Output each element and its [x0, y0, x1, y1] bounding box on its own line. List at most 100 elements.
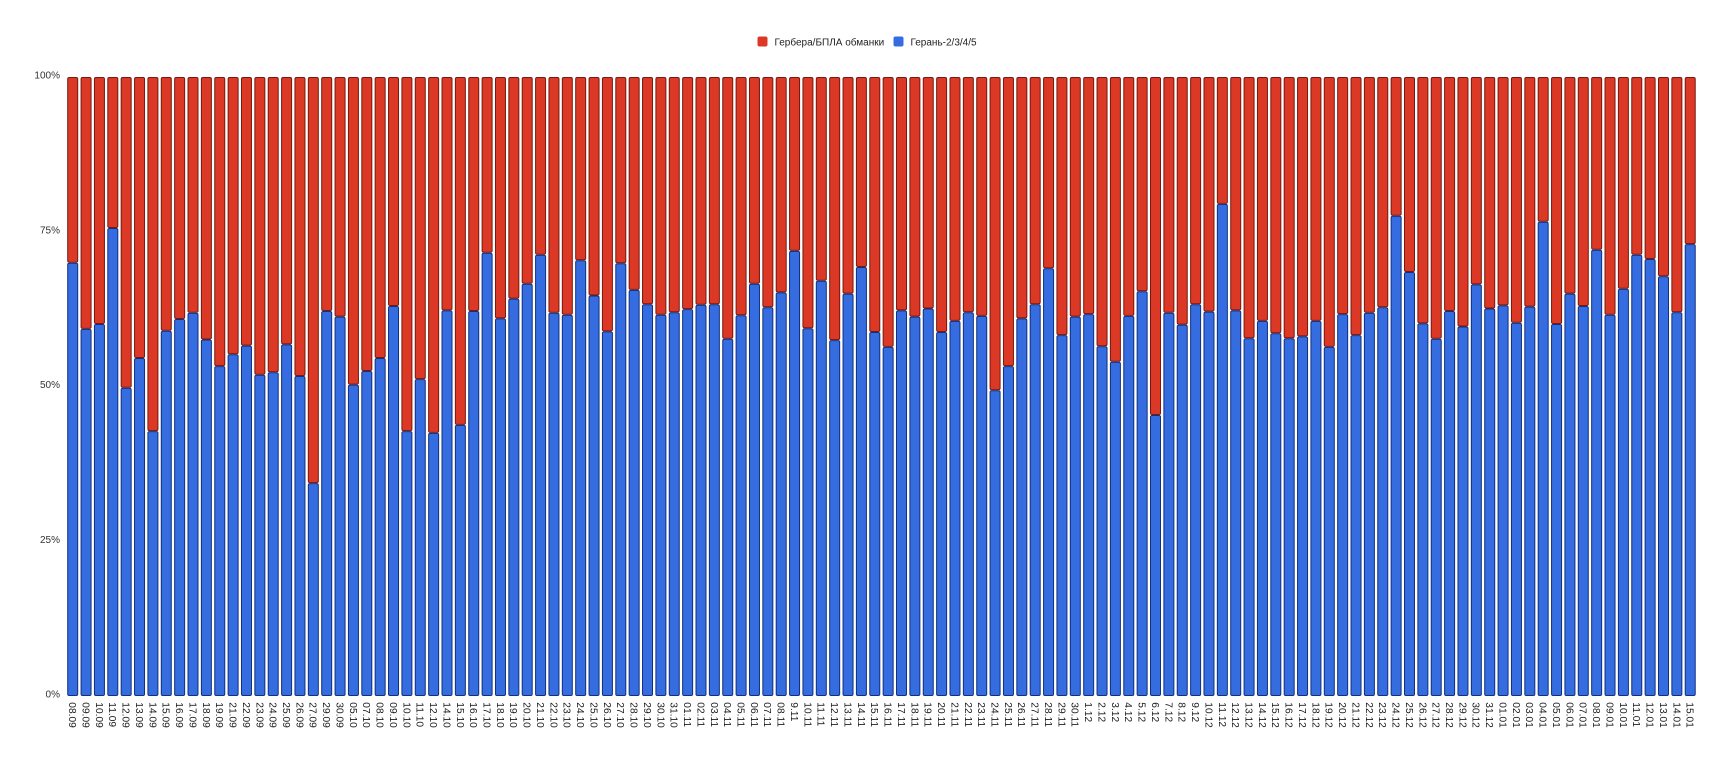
svg-text:08.11: 08.11: [775, 702, 786, 727]
svg-text:13.11: 13.11: [841, 702, 852, 727]
svg-text:30.09: 30.09: [333, 702, 344, 728]
svg-text:1.12: 1.12: [1082, 702, 1093, 722]
svg-text:30.10: 30.10: [654, 702, 665, 728]
svg-text:09.01: 09.01: [1603, 702, 1614, 728]
svg-text:15.11: 15.11: [868, 702, 879, 727]
svg-text:22.11: 22.11: [962, 702, 973, 727]
svg-text:23.09: 23.09: [253, 702, 264, 728]
svg-text:06.11: 06.11: [748, 702, 759, 727]
svg-text:23.11: 23.11: [975, 702, 986, 727]
svg-text:05.10: 05.10: [347, 702, 358, 728]
svg-text:09.09: 09.09: [79, 702, 90, 728]
svg-text:02.11: 02.11: [694, 702, 705, 727]
svg-text:Гербера/БПЛА обманки: Гербера/БПЛА обманки: [775, 36, 885, 48]
svg-text:11.12: 11.12: [1216, 702, 1227, 727]
svg-text:12.10: 12.10: [427, 702, 438, 728]
svg-text:26.12: 26.12: [1416, 702, 1427, 728]
svg-text:9.11: 9.11: [788, 702, 799, 721]
svg-text:26.10: 26.10: [601, 702, 612, 728]
svg-text:29.11: 29.11: [1055, 702, 1066, 727]
svg-text:26.11: 26.11: [1015, 702, 1026, 727]
svg-text:08.01: 08.01: [1590, 702, 1601, 728]
svg-text:10.11: 10.11: [801, 702, 812, 727]
svg-text:29.12: 29.12: [1456, 702, 1467, 728]
svg-text:08.09: 08.09: [66, 702, 77, 728]
svg-text:6.12: 6.12: [1149, 702, 1160, 722]
svg-text:18.11: 18.11: [908, 702, 919, 727]
svg-text:24.12: 24.12: [1390, 702, 1401, 728]
svg-text:05.01: 05.01: [1550, 702, 1561, 728]
svg-text:21.12: 21.12: [1349, 702, 1360, 728]
svg-text:20.11: 20.11: [935, 702, 946, 727]
svg-text:11.01: 11.01: [1630, 702, 1641, 727]
svg-text:17.09: 17.09: [186, 702, 197, 728]
svg-text:24.09: 24.09: [267, 702, 278, 728]
svg-text:15.10: 15.10: [454, 702, 465, 728]
svg-text:10.10: 10.10: [400, 702, 411, 728]
svg-text:25.09: 25.09: [280, 702, 291, 728]
svg-text:16.09: 16.09: [173, 702, 184, 728]
svg-text:25.11: 25.11: [1002, 702, 1013, 727]
svg-text:14.01: 14.01: [1670, 702, 1681, 728]
svg-text:10.01: 10.01: [1617, 702, 1628, 728]
svg-text:19.11: 19.11: [922, 702, 933, 727]
svg-text:15.09: 15.09: [160, 702, 171, 728]
svg-text:29.10: 29.10: [641, 702, 652, 728]
svg-text:10.09: 10.09: [93, 702, 104, 728]
svg-text:75%: 75%: [40, 225, 60, 236]
svg-text:5.12: 5.12: [1136, 702, 1147, 722]
svg-text:13.09: 13.09: [133, 702, 144, 728]
svg-text:16.11: 16.11: [882, 702, 893, 727]
svg-text:20.12: 20.12: [1336, 702, 1347, 728]
svg-text:21.10: 21.10: [534, 702, 545, 728]
svg-text:28.10: 28.10: [628, 702, 639, 728]
svg-text:19.12: 19.12: [1323, 702, 1334, 728]
svg-text:13.12: 13.12: [1242, 702, 1253, 728]
svg-text:28.11: 28.11: [1042, 702, 1053, 727]
svg-text:13.01: 13.01: [1657, 702, 1668, 728]
svg-text:7.12: 7.12: [1162, 702, 1173, 722]
svg-text:31.10: 31.10: [668, 702, 679, 728]
svg-text:29.09: 29.09: [320, 702, 331, 728]
svg-text:24.10: 24.10: [574, 702, 585, 728]
svg-text:14.10: 14.10: [440, 702, 451, 728]
svg-text:25%: 25%: [40, 535, 60, 546]
svg-text:26.09: 26.09: [293, 702, 304, 728]
svg-text:04.11: 04.11: [721, 702, 732, 727]
svg-text:25.10: 25.10: [587, 702, 598, 728]
svg-text:06.01: 06.01: [1563, 702, 1574, 728]
svg-text:28.12: 28.12: [1443, 702, 1454, 728]
svg-text:12.11: 12.11: [828, 702, 839, 727]
svg-text:03.01: 03.01: [1523, 702, 1534, 728]
svg-text:16.10: 16.10: [467, 702, 478, 728]
svg-text:20.10: 20.10: [521, 702, 532, 728]
svg-text:21.11: 21.11: [948, 702, 959, 727]
svg-text:3.12: 3.12: [1109, 702, 1120, 722]
svg-text:16.12: 16.12: [1283, 702, 1294, 728]
svg-text:27.12: 27.12: [1430, 702, 1441, 728]
svg-text:21.09: 21.09: [227, 702, 238, 728]
svg-text:19.09: 19.09: [213, 702, 224, 728]
svg-text:22.12: 22.12: [1363, 702, 1374, 728]
svg-text:08.10: 08.10: [374, 702, 385, 728]
svg-text:17.11: 17.11: [895, 702, 906, 727]
svg-text:18.09: 18.09: [200, 702, 211, 728]
svg-text:12.12: 12.12: [1229, 702, 1240, 728]
svg-text:30.12: 30.12: [1470, 702, 1481, 728]
svg-text:07.01: 07.01: [1577, 702, 1588, 728]
svg-text:04.01: 04.01: [1537, 702, 1548, 728]
svg-text:2.12: 2.12: [1095, 702, 1106, 722]
svg-text:4.12: 4.12: [1122, 702, 1133, 722]
svg-text:24.11: 24.11: [988, 702, 999, 727]
svg-text:25.12: 25.12: [1403, 702, 1414, 728]
svg-text:10.12: 10.12: [1202, 702, 1213, 728]
svg-text:14.09: 14.09: [146, 702, 157, 728]
svg-text:0%: 0%: [46, 690, 61, 701]
svg-text:27.11: 27.11: [1029, 702, 1040, 727]
svg-text:14.12: 14.12: [1256, 702, 1267, 728]
svg-text:30.11: 30.11: [1069, 702, 1080, 727]
svg-text:11.09: 11.09: [106, 702, 117, 727]
svg-text:22.09: 22.09: [240, 702, 251, 728]
svg-text:07.10: 07.10: [360, 702, 371, 728]
svg-text:01.01: 01.01: [1496, 702, 1507, 728]
